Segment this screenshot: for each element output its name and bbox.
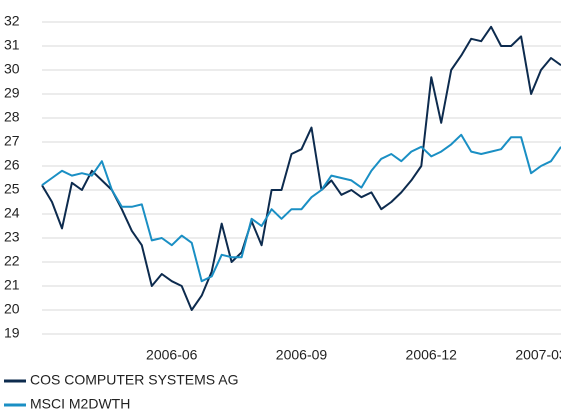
y-tick-label: 20 <box>4 301 20 317</box>
y-tick-label: 25 <box>4 181 20 197</box>
y-tick-label: 29 <box>4 85 20 101</box>
legend-label: MSCI M2DWTH <box>30 396 130 412</box>
y-tick-label: 27 <box>4 133 20 149</box>
y-tick-label: 22 <box>4 253 20 269</box>
series-line <box>41 133 561 283</box>
legend-label: COS COMPUTER SYSTEMS AG <box>30 372 238 388</box>
x-tick-label: 2006-09 <box>276 347 328 363</box>
series-line <box>41 25 561 311</box>
y-tick-label: 26 <box>4 157 20 173</box>
x-tick-label: 2006-12 <box>406 347 458 363</box>
y-tick-label: 23 <box>4 229 20 245</box>
y-tick-label: 30 <box>4 61 20 77</box>
x-tick-label: 2006-06 <box>146 347 198 363</box>
y-tick-label: 28 <box>4 109 20 125</box>
y-tick-label: 24 <box>4 205 20 221</box>
y-tick-label: 32 <box>4 13 20 29</box>
x-tick-label: 2007-03 <box>515 347 561 363</box>
y-tick-label: 19 <box>4 325 20 341</box>
y-tick-label: 31 <box>4 37 20 53</box>
y-tick-label: 21 <box>4 277 20 293</box>
